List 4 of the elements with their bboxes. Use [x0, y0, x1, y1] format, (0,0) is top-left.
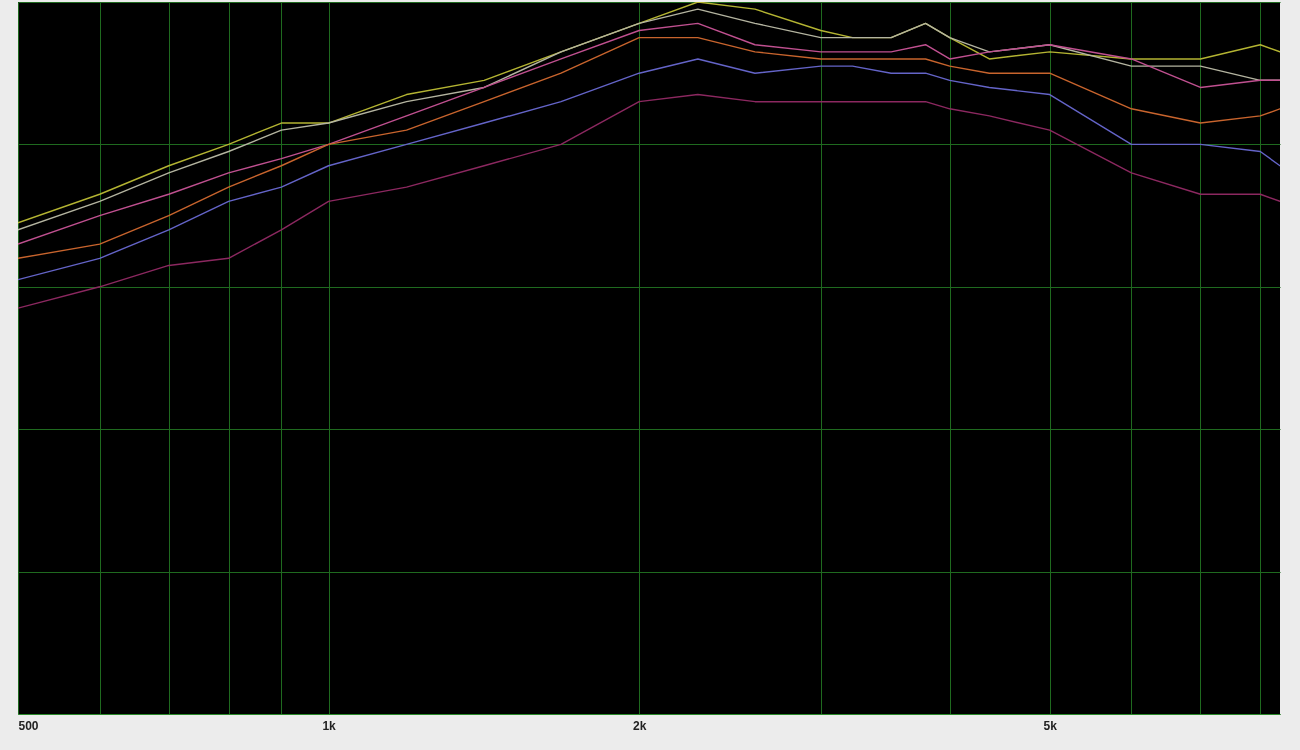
x-tick-label: 500	[18, 718, 39, 733]
x-tick-label: 2k	[632, 718, 647, 733]
x-tick-label: 1k	[322, 718, 337, 733]
x-tick-label: 5k	[1043, 718, 1058, 733]
